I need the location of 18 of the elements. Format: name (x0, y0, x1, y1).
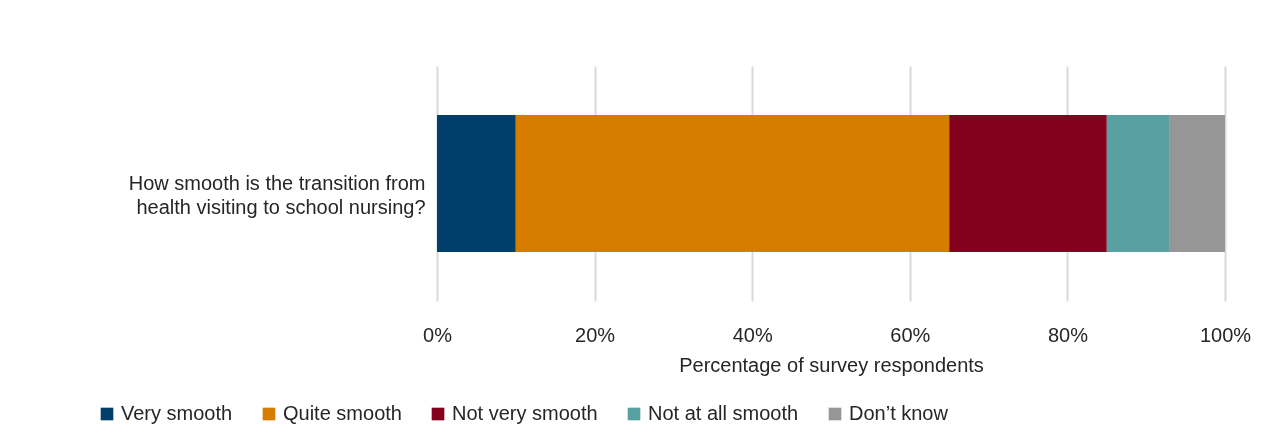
legend-label: Very smooth (121, 402, 233, 424)
x-tick-label: 80% (1047, 323, 1089, 346)
legend-label: Quite smooth (283, 402, 402, 424)
bar (1169, 114, 1225, 253)
x-tick-label: 20% (575, 323, 616, 346)
y-tick-label: How smooth is the transition from health visiting to school nursing? (128, 171, 426, 218)
x-tick-label: 0% (423, 323, 453, 346)
legend-label: Not very smooth (452, 402, 598, 424)
bar (1106, 114, 1170, 253)
legend-label: Don’t know (849, 402, 949, 424)
legend-label: Not at all smooth (648, 402, 799, 424)
bar (949, 114, 1107, 253)
bar (437, 114, 516, 253)
x-tick-label: 40% (732, 323, 773, 346)
x-axis-title: Percentage of survey respondents (679, 353, 984, 376)
bar (515, 114, 950, 253)
x-tick-label: 60% (890, 323, 931, 346)
x-tick-label: 100% (1199, 323, 1252, 346)
